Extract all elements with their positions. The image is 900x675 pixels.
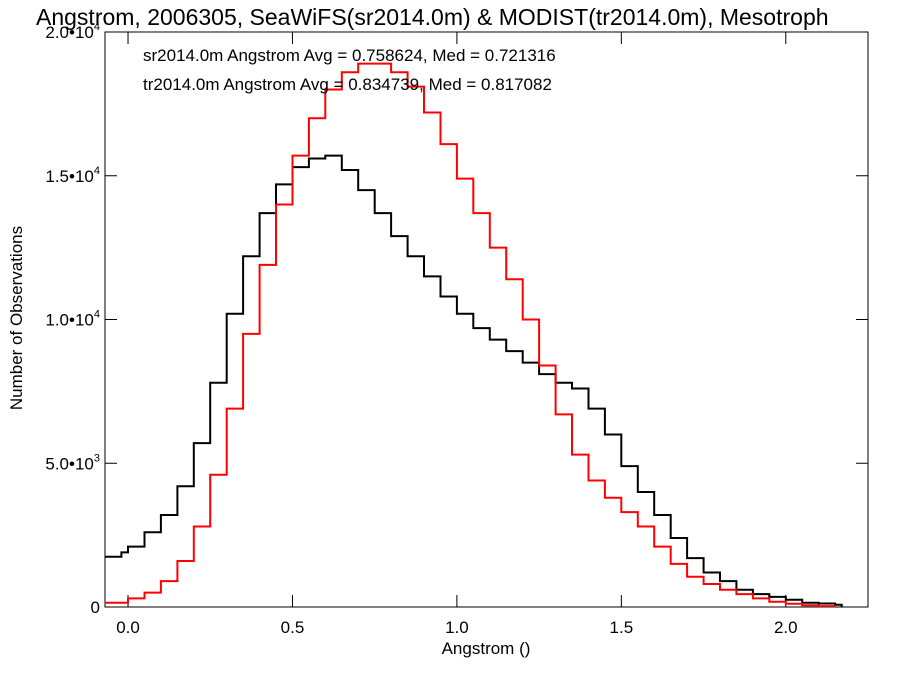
- chart-title: Angstrom, 2006305, SeaWiFS(sr2014.0m) & …: [36, 4, 829, 30]
- x-axis-label: Angstrom (): [442, 639, 531, 658]
- y-tick-label: 1.0•104: [45, 309, 100, 330]
- x-tick-label: 1.5: [610, 618, 634, 637]
- y-axis-tick-labels: 0 5.0•103 1.0•104 1.5•104 2.0•104: [45, 21, 100, 617]
- series-line-tr2014.0m: [105, 62, 837, 608]
- y-tick-label: 5.0•103: [45, 452, 100, 473]
- x-tick-label: 1.0: [445, 618, 469, 637]
- x-tick-label: 2.0: [774, 618, 798, 637]
- x-axis-tick-labels: 0.0 0.5 1.0 1.5 2.0: [116, 618, 797, 637]
- x-tick-label: 0.0: [116, 618, 140, 637]
- y-axis-label: Number of Observations: [7, 226, 26, 410]
- series-group: [105, 62, 843, 608]
- axis-ticks: [105, 31, 868, 608]
- legend-entry-sr2014: sr2014.0m Angstrom Avg = 0.758624, Med =…: [143, 46, 556, 65]
- series-line-sr2014.0m: [105, 154, 843, 607]
- legend-entry-tr2014: tr2014.0m Angstrom Avg = 0.834739, Med =…: [143, 75, 552, 94]
- y-tick-label: 2.0•104: [45, 21, 100, 42]
- x-tick-label: 0.5: [281, 618, 305, 637]
- plot-frame: [104, 31, 869, 608]
- y-tick-label: 1.5•104: [45, 165, 100, 186]
- y-tick-label: 0: [91, 598, 100, 617]
